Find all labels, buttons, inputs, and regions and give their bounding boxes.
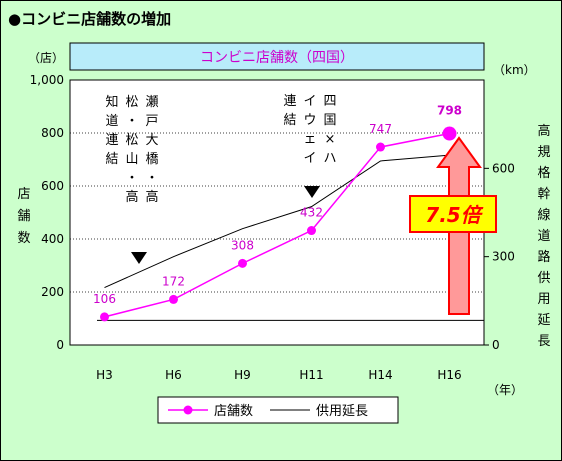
data-point-stores	[442, 126, 457, 141]
event1-annotation-char: 松	[125, 95, 138, 110]
event1-annotation-char: 山	[125, 152, 138, 167]
event2-annotation-char: イ	[303, 94, 316, 109]
y-left-tick-label: 200	[41, 285, 64, 299]
y-left-label-char: 数	[17, 231, 30, 246]
event1-annotation-char: 知	[105, 94, 118, 110]
y-right-tick-label: 300	[492, 250, 515, 264]
x-tick-label: H11	[299, 368, 323, 382]
series-line-length	[104, 154, 450, 289]
y-right-label-char: 供	[537, 271, 550, 286]
event1-annotation-char: 橋	[145, 152, 158, 167]
multiplier-box	[409, 195, 497, 233]
event2-marker	[304, 186, 320, 198]
legend-label-stores: 店舗数	[214, 404, 253, 419]
y-left-unit: （店）	[28, 51, 64, 65]
event2-annotation-char: ハ	[323, 151, 336, 166]
chart-title-box	[69, 42, 485, 71]
legend-label-length: 供用延長	[316, 404, 368, 419]
y-left-tick-label: 800	[41, 126, 64, 140]
gridlines	[70, 132, 484, 293]
event1-annotation-char: 瀬	[145, 95, 158, 110]
x-tick-label: H14	[368, 368, 392, 382]
event1-marker	[131, 252, 147, 264]
y-right-label-char: 線	[537, 207, 550, 223]
event2-annotation-char: 四	[323, 94, 336, 109]
series-line-stores	[104, 132, 450, 318]
event2-annotation-char: ェ	[303, 132, 316, 147]
data-point-stores	[169, 294, 178, 304]
event2-annotation-char: 結	[283, 113, 296, 128]
data-point-stores	[100, 312, 109, 322]
y-right-tick-label: 0	[492, 338, 500, 352]
x-unit: （年）	[487, 383, 523, 397]
y-left-label-char: 舗	[17, 209, 30, 224]
data-label-stores: 106	[93, 292, 116, 306]
x-tick-label: H9	[234, 368, 251, 382]
event2-annotation-char: 連	[283, 94, 296, 109]
y-left-tick-label: 1,000	[30, 73, 64, 87]
legend-marker-stores	[183, 405, 193, 415]
data-point-stores	[376, 142, 385, 152]
event1-annotation-char: ・	[145, 171, 158, 186]
event2-annotation-char: ×	[325, 132, 336, 147]
y-right-label-char: 格	[537, 165, 550, 181]
y-left-label-char: 店	[17, 187, 30, 202]
y-right-label-char: 延	[537, 313, 550, 328]
y-right-label-char: 用	[537, 292, 550, 307]
y-right-label-char: 高	[537, 123, 550, 139]
event1-annotation-char: 高	[145, 189, 158, 205]
data-point-stores	[238, 258, 247, 268]
event1-annotation-char: 結	[105, 152, 118, 167]
y-right-label-char: 路	[537, 249, 550, 265]
event2-annotation-char: イ	[303, 151, 316, 166]
event1-annotation-char: 戸	[145, 114, 158, 129]
y-right-label-char: 規	[537, 145, 550, 160]
chart-title: コンビニ店舗数（四国）	[200, 50, 354, 66]
event1-annotation-char: 高	[125, 189, 138, 205]
y-right-tick-label: 600	[492, 161, 515, 175]
data-label-stores: 798	[437, 104, 462, 118]
x-tick-label: H16	[437, 368, 461, 382]
event1-annotation-char: 大	[145, 133, 158, 148]
y-right-label-char: 幹	[537, 186, 550, 202]
event1-annotation-char: 連	[105, 133, 118, 148]
data-label-stores: 432	[300, 206, 323, 220]
event1-annotation-char: 松	[125, 133, 138, 148]
multiplier-label: 7.5倍	[425, 203, 483, 227]
data-label-stores: 172	[162, 274, 185, 288]
data-label-stores: 308	[231, 238, 254, 252]
x-tick-label: H3	[96, 368, 113, 382]
event1-annotation-char: ・	[125, 114, 138, 129]
data-label-stores: 747	[369, 122, 392, 136]
y-right-label-char: 長	[537, 334, 550, 349]
data-point-stores	[307, 226, 316, 236]
y-left-tick-label: 600	[41, 179, 64, 193]
event2-annotation-char: ウ	[303, 113, 316, 128]
y-left-tick-label: 400	[41, 232, 64, 246]
event1-annotation-char: ・	[125, 171, 138, 186]
event2-annotation-char: 国	[323, 113, 336, 128]
y-left-tick-label: 0	[56, 338, 64, 352]
y-right-unit: （km）	[493, 63, 536, 77]
page-title: ●コンビニ店舗数の増加	[8, 10, 171, 28]
x-tick-label: H6	[165, 368, 182, 382]
y-right-label-char: 道	[537, 229, 550, 244]
event1-annotation-char: 道	[105, 114, 118, 129]
